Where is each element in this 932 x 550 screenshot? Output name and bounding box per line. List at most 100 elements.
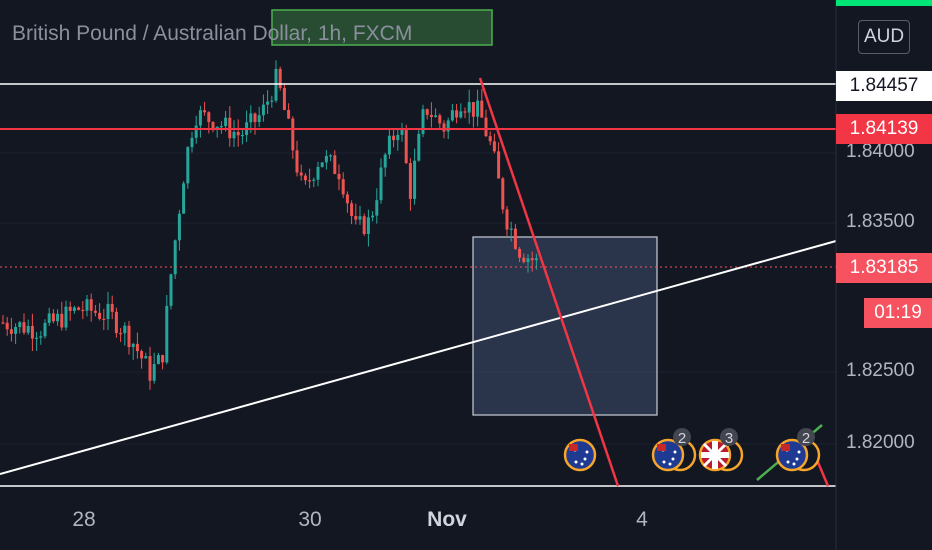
event-markers[interactable]: 2 3 2	[563, 428, 821, 472]
candle-body	[26, 325, 30, 333]
event-count-badge	[720, 428, 738, 446]
countdown-timer: 01:19	[864, 298, 932, 328]
candle-body	[194, 125, 198, 138]
candle-body	[232, 131, 236, 139]
candle-body	[467, 102, 471, 113]
candles	[1, 60, 538, 390]
candle-body	[169, 274, 173, 306]
candle-body	[123, 325, 127, 334]
level-price-tag[interactable]: 1.84139	[836, 114, 932, 144]
candle-body	[379, 167, 383, 201]
flag-stripe	[712, 441, 718, 469]
candle-body	[362, 216, 366, 234]
flag-union-jack	[781, 444, 790, 451]
candle-body	[64, 306, 68, 328]
candle-body	[488, 136, 492, 142]
candle-body	[261, 104, 265, 116]
candle-body	[413, 160, 417, 199]
ascending-trendline[interactable]	[0, 240, 837, 475]
candle-body	[156, 355, 160, 365]
top-green-marker	[836, 0, 932, 6]
candle-body	[383, 154, 387, 168]
candle-body	[9, 329, 13, 334]
candle-body	[366, 217, 370, 234]
flag-star	[795, 457, 799, 461]
candle-body	[303, 175, 307, 181]
candle-body	[463, 111, 467, 113]
candle-body	[5, 322, 9, 330]
y-tick-0: 1.84000	[846, 141, 915, 162]
candle-body	[484, 117, 488, 137]
candle-body	[173, 240, 177, 275]
candle-body	[295, 150, 299, 173]
candle-body	[135, 343, 139, 352]
candle-body	[291, 118, 295, 151]
candle-body	[513, 228, 517, 249]
current-price-tag[interactable]: 1.83185	[836, 253, 932, 283]
resistance-price-tag[interactable]: 1.84457	[836, 71, 932, 101]
candle-body	[522, 257, 526, 263]
y-tick-2: 1.82500	[846, 360, 915, 381]
candle-body	[144, 356, 148, 359]
candle-body	[312, 179, 316, 181]
flag-star	[574, 460, 578, 464]
candle-body	[140, 351, 144, 359]
flag-star	[673, 450, 677, 454]
candle-body	[56, 313, 60, 322]
candle-body	[354, 216, 358, 220]
candle-body	[387, 135, 391, 155]
candle-body	[47, 313, 51, 323]
event-marker-au-flag-icon[interactable]: 2	[775, 428, 821, 472]
candle-body	[119, 333, 123, 335]
candle-body	[257, 115, 261, 123]
candle-body	[190, 137, 194, 148]
candle-body	[333, 155, 337, 174]
candle-body	[72, 307, 76, 311]
candle-body	[505, 209, 509, 230]
candle-body	[501, 178, 505, 210]
candle-body	[438, 115, 442, 124]
candle-body	[228, 117, 232, 139]
candle-body	[526, 258, 530, 263]
candle-body	[350, 203, 354, 217]
event-count-badge	[673, 428, 691, 446]
candle-body	[371, 215, 375, 218]
currency-badge[interactable]: AUD	[858, 20, 910, 54]
candle-body	[89, 299, 93, 311]
candle-body	[480, 100, 484, 118]
candle-body	[509, 228, 513, 230]
candle-body	[253, 113, 257, 123]
candle-body	[492, 141, 496, 152]
flag-star	[671, 457, 675, 461]
candle-body	[211, 121, 215, 130]
candle-body	[341, 179, 345, 195]
candle-body	[98, 312, 102, 319]
high-zone-box[interactable]	[271, 9, 493, 46]
candle-body	[534, 258, 538, 261]
flag-star	[786, 460, 790, 464]
candle-body	[417, 133, 421, 161]
candle-body	[30, 325, 34, 339]
event-marker-au-flag-icon[interactable]	[563, 438, 597, 472]
candle-body	[39, 336, 43, 338]
flag-star	[797, 450, 801, 454]
candle-body	[68, 306, 72, 311]
candle-body	[455, 110, 459, 118]
candle-body	[476, 100, 480, 117]
descending-trendline[interactable]	[478, 77, 620, 487]
candle-body	[530, 258, 534, 261]
candle-body	[127, 325, 131, 348]
candle-body	[240, 134, 244, 137]
candle-body	[316, 166, 320, 180]
candle-body	[404, 129, 408, 164]
candle-body	[266, 101, 270, 105]
candle-body	[392, 135, 396, 141]
event-count-text: 2	[802, 430, 810, 447]
event-marker-au-flag-icon[interactable]: 2	[651, 428, 697, 472]
event-marker-uk-flag-icon[interactable]: 3	[698, 428, 744, 472]
flag-star	[580, 462, 584, 466]
candle-body	[106, 303, 110, 319]
candle-body	[396, 134, 400, 141]
